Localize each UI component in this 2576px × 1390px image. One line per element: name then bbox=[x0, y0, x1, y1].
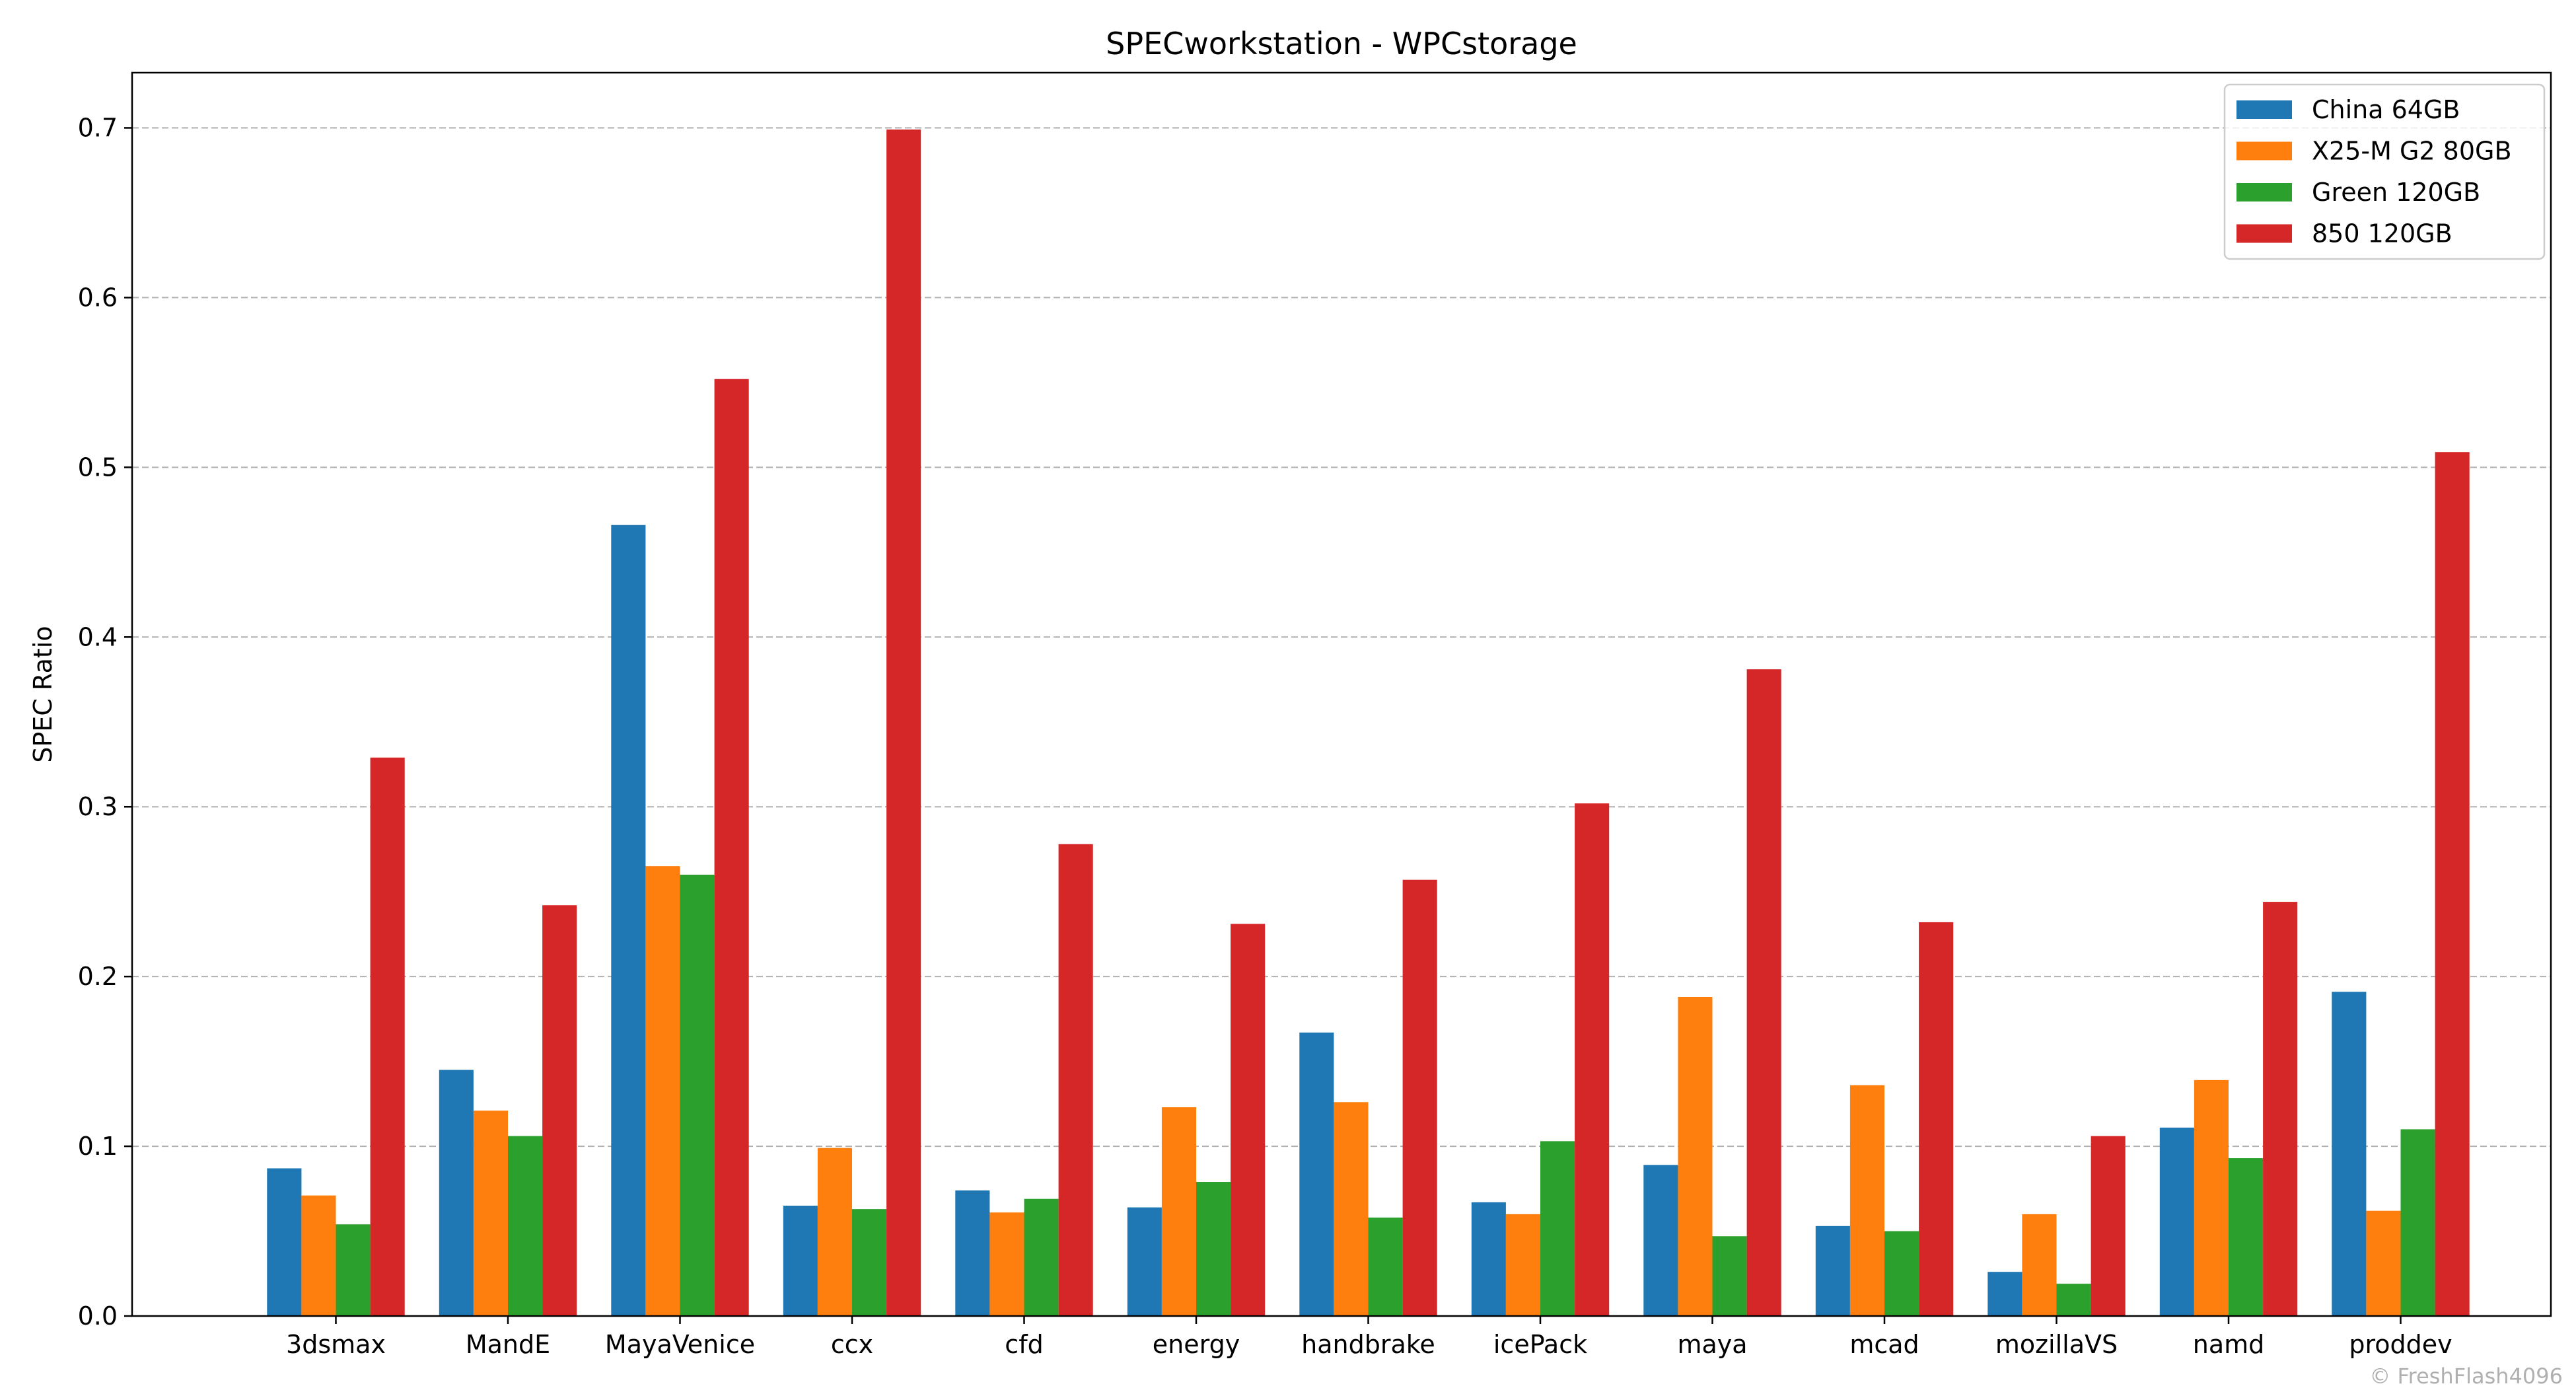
y-tick-label: 0.4 bbox=[78, 622, 118, 651]
x-tick-label: mcad bbox=[1849, 1330, 1919, 1359]
x-tick-label: namd bbox=[2193, 1330, 2265, 1359]
legend-label: China 64GB bbox=[2312, 95, 2460, 124]
y-tick-label: 0.7 bbox=[78, 114, 118, 143]
y-tick-label: 0.0 bbox=[78, 1301, 118, 1331]
bar-china-64gb-mayavenice bbox=[611, 525, 646, 1316]
bar-850-120gb-proddev bbox=[2435, 452, 2470, 1316]
bar-x25-m-g2-80gb-mayavenice bbox=[645, 866, 680, 1316]
y-tick-label: 0.5 bbox=[78, 453, 118, 482]
bar-x25-m-g2-80gb-mande bbox=[473, 1111, 508, 1316]
plot-frame bbox=[131, 71, 2552, 1317]
x-tick-label: icePack bbox=[1493, 1330, 1587, 1359]
x-tick-label: handbrake bbox=[1301, 1330, 1435, 1359]
bar-green-120gb-mayavenice bbox=[680, 874, 715, 1316]
bar-850-120gb-icepack bbox=[1575, 803, 1610, 1316]
bar-850-120gb-ccx bbox=[886, 129, 921, 1316]
bar-china-64gb-namd bbox=[2159, 1127, 2194, 1316]
chart-title: SPECworkstation - WPCstorage bbox=[1106, 26, 1577, 61]
bar-x25-m-g2-80gb-energy bbox=[1161, 1107, 1196, 1316]
bar-china-64gb-mcad bbox=[1815, 1225, 1850, 1316]
x-tick-label: cfd bbox=[1005, 1330, 1043, 1359]
bar-china-64gb-ccx bbox=[783, 1205, 818, 1316]
x-tick-label: maya bbox=[1677, 1330, 1747, 1359]
x-tick-label: mozillaVS bbox=[1995, 1330, 2118, 1359]
x-tick-label: proddev bbox=[2349, 1330, 2452, 1359]
bar-green-120gb-3dsmax bbox=[336, 1224, 371, 1316]
bar-china-64gb-handbrake bbox=[1299, 1032, 1334, 1316]
bar-850-120gb-mande bbox=[542, 905, 577, 1316]
bar-850-120gb-mozillavs bbox=[2091, 1136, 2126, 1316]
bar-china-64gb-3dsmax bbox=[267, 1168, 302, 1316]
y-axis: 0.0 0.1 0.2 0.3 0.4 0.5 0.6 0.7 bbox=[78, 114, 132, 1331]
bar-x25-m-g2-80gb-mozillavs bbox=[2022, 1214, 2057, 1316]
bar-green-120gb-icepack bbox=[1540, 1141, 1575, 1316]
bar-china-64gb-proddev bbox=[2332, 992, 2367, 1316]
bar-850-120gb-namd bbox=[2263, 902, 2298, 1316]
bars bbox=[267, 129, 2470, 1316]
bar-green-120gb-namd bbox=[2229, 1158, 2264, 1316]
bar-china-64gb-energy bbox=[1127, 1207, 1162, 1316]
bar-x25-m-g2-80gb-cfd bbox=[989, 1212, 1024, 1316]
bar-green-120gb-energy bbox=[1196, 1182, 1231, 1316]
x-tick-label: 3dsmax bbox=[286, 1330, 386, 1359]
bar-china-64gb-cfd bbox=[955, 1190, 990, 1316]
watermark: © FreshFlash4096 bbox=[2369, 1364, 2563, 1389]
grid-lines bbox=[132, 127, 2551, 1148]
legend-swatch bbox=[2236, 183, 2292, 201]
bar-850-120gb-cfd bbox=[1058, 844, 1093, 1316]
legend-label: X25-M G2 80GB bbox=[2312, 137, 2512, 166]
bar-green-120gb-proddev bbox=[2400, 1129, 2435, 1316]
bar-850-120gb-energy bbox=[1231, 924, 1266, 1316]
bar-green-120gb-handbrake bbox=[1368, 1217, 1403, 1316]
bar-850-120gb-3dsmax bbox=[370, 757, 405, 1316]
legend-label: Green 120GB bbox=[2312, 178, 2480, 207]
bar-x25-m-g2-80gb-mcad bbox=[1849, 1085, 1884, 1316]
bar-x25-m-g2-80gb-maya bbox=[1678, 996, 1713, 1316]
bar-850-120gb-maya bbox=[1746, 669, 1781, 1316]
y-axis-label: SPEC Ratio bbox=[28, 626, 57, 762]
legend: China 64GB X25-M G2 80GB Green 120GB 850 12… bbox=[2223, 83, 2546, 260]
bar-green-120gb-cfd bbox=[1024, 1198, 1059, 1316]
y-tick-label: 0.2 bbox=[78, 962, 118, 991]
legend-label: 850 120GB bbox=[2312, 219, 2452, 248]
legend-box bbox=[2223, 83, 2546, 260]
x-tick-label: ccx bbox=[831, 1330, 873, 1359]
x-axis: 3dsmax MandE MayaVenice ccx cfd energy handbra… bbox=[286, 1316, 2452, 1359]
bar-850-120gb-handbrake bbox=[1402, 879, 1437, 1316]
y-tick-label: 0.6 bbox=[78, 283, 118, 312]
bar-x25-m-g2-80gb-proddev bbox=[2366, 1210, 2401, 1316]
bar-850-120gb-mcad bbox=[1919, 922, 1954, 1316]
bar-x25-m-g2-80gb-ccx bbox=[817, 1148, 852, 1316]
bar-green-120gb-mande bbox=[508, 1136, 543, 1316]
bar-china-64gb-mande bbox=[439, 1070, 474, 1316]
bar-x25-m-g2-80gb-namd bbox=[2194, 1079, 2229, 1316]
bar-china-64gb-mozillavs bbox=[1987, 1272, 2022, 1316]
x-tick-label: MayaVenice bbox=[605, 1330, 755, 1359]
x-tick-label: MandE bbox=[466, 1330, 550, 1359]
bar-green-120gb-maya bbox=[1712, 1236, 1747, 1316]
legend-swatch bbox=[2236, 141, 2292, 161]
x-tick-label: energy bbox=[1153, 1330, 1240, 1359]
bar-green-120gb-ccx bbox=[852, 1209, 887, 1316]
y-tick-label: 0.1 bbox=[78, 1132, 118, 1161]
bar-green-120gb-mcad bbox=[1884, 1231, 1919, 1316]
bar-x25-m-g2-80gb-icepack bbox=[1505, 1214, 1540, 1316]
legend-swatch bbox=[2236, 100, 2292, 119]
y-tick-label: 0.3 bbox=[78, 792, 118, 821]
bar-850-120gb-mayavenice bbox=[714, 379, 749, 1316]
bar-china-64gb-maya bbox=[1643, 1165, 1678, 1316]
bar-green-120gb-mozillavs bbox=[2056, 1284, 2091, 1316]
bar-x25-m-g2-80gb-handbrake bbox=[1334, 1102, 1369, 1316]
legend-swatch bbox=[2236, 224, 2292, 243]
bar-x25-m-g2-80gb-3dsmax bbox=[301, 1195, 336, 1316]
bar-china-64gb-icepack bbox=[1471, 1202, 1506, 1316]
